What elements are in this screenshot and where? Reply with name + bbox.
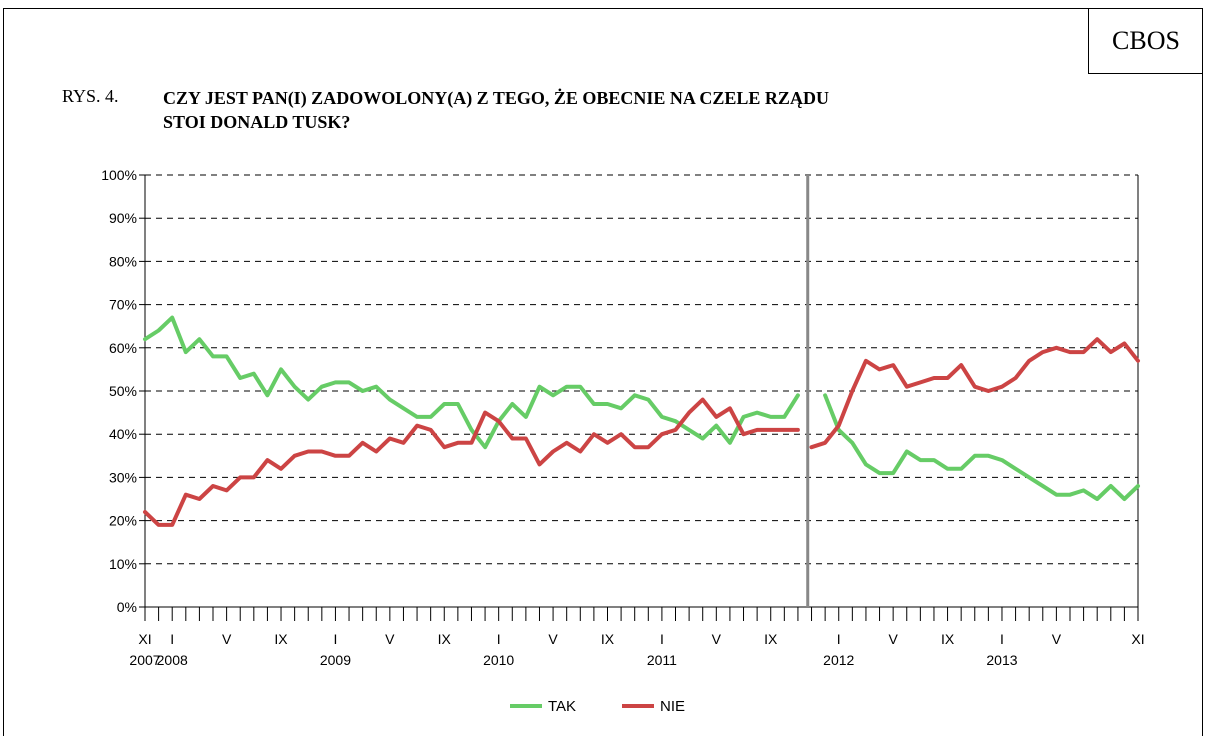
legend-item-tak: TAK	[510, 698, 576, 715]
series-line-tak	[143, 315, 800, 450]
y-tick-label: 40%	[109, 426, 137, 442]
y-tick-label: 10%	[109, 556, 137, 572]
x-tick-label-month: I	[497, 631, 501, 647]
x-tick-label-year: 2012	[823, 652, 854, 668]
x-tick-label-month: V	[712, 631, 722, 647]
x-tick-label-year: 2010	[483, 652, 514, 668]
y-tick-label: 30%	[109, 469, 137, 485]
chart-title-line-1: CZY JEST PAN(I) ZADOWOLONY(A) Z TEGO, ŻE…	[163, 88, 829, 108]
figure-label: RYS. 4.	[62, 86, 119, 106]
y-tick-label: 80%	[109, 253, 137, 269]
y-axis-ticks: 0% 10% 20% 30% 40% 50% 60% 70% 80% 90% 100%	[101, 167, 145, 615]
x-tick-label-month: V	[548, 631, 558, 647]
x-tick-label-month: V	[385, 631, 395, 647]
series-nie	[143, 337, 1140, 527]
legend: TAK NIE	[510, 698, 685, 715]
x-tick-label-year: 2011	[647, 652, 677, 668]
x-tick-label-month: V	[222, 631, 232, 647]
x-tick-label-month: XI	[1131, 631, 1144, 647]
y-tick-label: 0%	[117, 599, 137, 615]
brand-label: CBOS	[1112, 25, 1180, 55]
x-tick-label-year: 2008	[157, 652, 188, 668]
x-tick-label-month: I	[837, 631, 841, 647]
x-tick-label-month: I	[333, 631, 337, 647]
brand-box: CBOS	[1088, 8, 1203, 74]
series-line-tak	[823, 393, 1140, 501]
legend-label: NIE	[660, 698, 685, 715]
x-tick-label-month: IX	[601, 631, 615, 647]
x-tick-label-month: I	[660, 631, 664, 647]
x-tick-label-month: IX	[764, 631, 778, 647]
x-tick-label-month: IX	[274, 631, 288, 647]
legend-label: TAK	[548, 698, 576, 715]
chart-title-line-2: STOI DONALD TUSK?	[163, 112, 351, 132]
x-tick-label-month: IX	[438, 631, 452, 647]
x-tick-label-month: V	[888, 631, 898, 647]
x-tick-label-month: V	[1052, 631, 1062, 647]
x-tick-label-year: 2007	[129, 652, 160, 668]
x-tick-label-year: 2009	[320, 652, 351, 668]
y-tick-label: 100%	[101, 167, 137, 183]
x-tick-label-month: I	[170, 631, 174, 647]
axes	[144, 175, 1139, 608]
y-tick-label: 70%	[109, 297, 137, 313]
grid-lines	[145, 174, 1138, 565]
x-tick-label-month: I	[1000, 631, 1004, 647]
x-tick-label-month: IX	[941, 631, 955, 647]
y-tick-label: 60%	[109, 340, 137, 356]
x-tick-label-month: XI	[138, 631, 151, 647]
series-line-nie	[809, 337, 1140, 450]
series-lines	[143, 315, 1140, 527]
y-tick-label: 20%	[109, 513, 137, 529]
legend-item-nie: NIE	[622, 698, 685, 715]
y-tick-label: 50%	[109, 383, 137, 399]
y-tick-label: 90%	[109, 210, 137, 226]
chart-title: CZY JEST PAN(I) ZADOWOLONY(A) Z TEGO, ŻE…	[163, 86, 923, 134]
series-tak	[143, 315, 1140, 501]
series-line-nie	[143, 397, 800, 527]
x-tick-label-year: 2013	[986, 652, 1017, 668]
figure-frame	[3, 8, 1203, 736]
